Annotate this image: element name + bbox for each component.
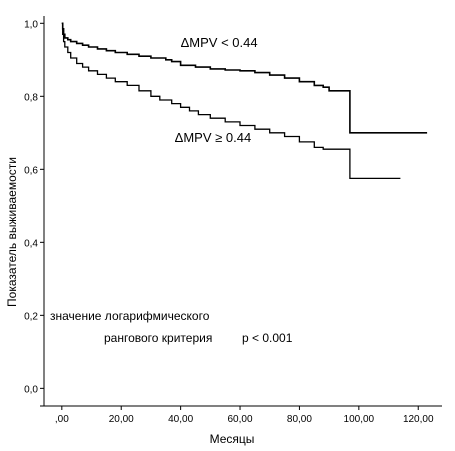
logrank-note-line2: рангового критерия [104, 331, 212, 345]
y-tick-label: 0,2 [24, 311, 38, 322]
y-tick-label: 1,0 [24, 19, 38, 30]
x-tick-label: 100,00 [344, 414, 375, 425]
x-axis-title: Месяцы [210, 432, 255, 446]
series-line-high-dmpv [61, 22, 401, 180]
x-tick-label: 20,00 [109, 414, 134, 425]
x-tick-label: 60,00 [228, 414, 253, 425]
y-tick-label: 0,0 [24, 384, 38, 395]
x-tick-label: ,00 [55, 414, 69, 425]
axes: ,00 20,00 40,00 60,00 80,00 100,00 120,00 0,00… [24, 16, 442, 425]
series-annotation: ΔMPV < 0.44 [181, 35, 258, 50]
x-tick-label: 120,00 [403, 414, 434, 425]
series-layer [61, 22, 428, 180]
logrank-pvalue: p < 0.001 [242, 331, 293, 345]
x-ticks: ,00 20,00 40,00 60,00 80,00 100,00 120,00 [55, 406, 434, 425]
series-annotation: ΔMPV ≥ 0.44 [175, 130, 252, 145]
annotations: ΔMPV < 0.44 ΔMPV ≥ 0.44 [175, 35, 258, 145]
logrank-note-line1: значение логарифмического [50, 309, 210, 323]
series-line-low-dmpv [61, 22, 428, 134]
y-ticks: 0,0 0,2 0,4 0,6 0,8 1,0 [24, 19, 44, 395]
y-tick-label: 0,8 [24, 92, 38, 103]
y-tick-label: 0,4 [24, 238, 38, 249]
y-axis-title: Показатель выживаемости [5, 157, 19, 307]
y-tick-label: 0,6 [24, 165, 38, 176]
x-tick-label: 80,00 [287, 414, 312, 425]
x-tick-label: 40,00 [168, 414, 193, 425]
